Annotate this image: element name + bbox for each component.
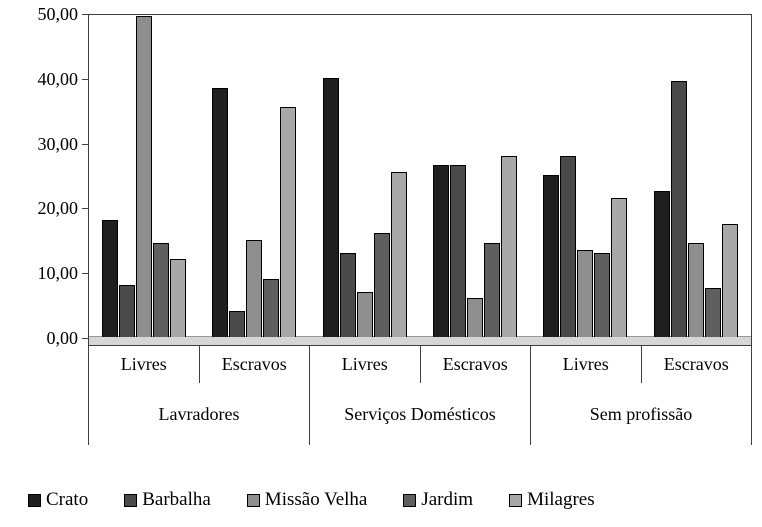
legend-item-crato: Crato <box>28 489 88 511</box>
y-tick-label-2: 30,00 <box>37 133 79 154</box>
bar-missão-velha <box>577 250 594 337</box>
subgroup-label-2: Livres <box>310 346 421 383</box>
bar-barbalha <box>229 311 246 337</box>
bar-jardim <box>153 243 170 337</box>
group-label-1: Serviços Domésticos <box>310 383 531 445</box>
legend-item-milagres: Milagres <box>509 489 595 511</box>
bar-missão-velha <box>687 243 704 337</box>
bar-milagres <box>501 156 518 337</box>
plot-floor <box>89 336 751 345</box>
legend-item-missão-velha: Missão Velha <box>246 489 368 511</box>
y-tick-mark-1 <box>82 78 88 80</box>
subgroup-label-3: Escravos <box>421 346 531 383</box>
y-tick-mark-4 <box>82 273 88 275</box>
bar-barbalha <box>339 253 356 337</box>
y-tick-label-0: 50,00 <box>37 4 79 24</box>
bar-jardim <box>373 233 390 337</box>
bar-milagres <box>170 259 187 337</box>
bar-jardim <box>484 243 501 337</box>
bar-barbalha <box>119 285 136 337</box>
bar-missão-velha <box>467 298 484 337</box>
group-axis: Lavradores Serviços Domésticos Sem profiss… <box>88 383 752 445</box>
legend-label: Barbalha <box>142 489 211 510</box>
y-tick-mark-2 <box>82 143 88 145</box>
y-tick-mark-5 <box>82 338 88 339</box>
bar-milagres <box>280 107 297 337</box>
y-tick-label-1: 40,00 <box>37 68 79 89</box>
bar-missão-velha <box>136 16 153 337</box>
legend-item-barbalha: Barbalha <box>124 489 211 511</box>
legend-swatch-icon <box>246 493 260 507</box>
bar-missão-velha <box>246 240 263 337</box>
bar-group-3 <box>420 15 530 337</box>
subgroup-label-5: Escravos <box>642 346 752 383</box>
y-tick-label-5: 0,00 <box>46 328 79 348</box>
bar-barbalha <box>560 156 577 337</box>
legend-swatch-icon <box>403 493 417 507</box>
group-label-2: Sem profissão <box>531 383 752 445</box>
legend-item-jardim: Jardim <box>403 489 473 511</box>
legend: Crato Barbalha Missão Velha Jardim Milagres <box>28 489 595 511</box>
bar-group-1 <box>199 15 309 337</box>
bar-groups <box>89 15 751 337</box>
subgroup-label-1: Escravos <box>200 346 310 383</box>
bar-group-4 <box>530 15 640 337</box>
group-label-0: Lavradores <box>89 383 310 445</box>
bar-crato <box>322 78 339 337</box>
subgroup-label-4: Livres <box>531 346 642 383</box>
bar-group-2 <box>310 15 420 337</box>
legend-label: Milagres <box>527 489 595 510</box>
bar-jardim <box>263 279 280 337</box>
bar-barbalha <box>450 165 467 337</box>
legend-label: Missão Velha <box>264 489 368 510</box>
bar-milagres <box>611 198 628 337</box>
bar-crato <box>653 191 670 337</box>
legend-swatch-icon <box>28 493 41 507</box>
subgroup-label-0: Livres <box>89 346 200 383</box>
bar-group-5 <box>641 15 751 337</box>
bar-crato <box>433 165 450 337</box>
y-tick-label-3: 20,00 <box>37 198 79 219</box>
legend-label: Crato <box>46 489 89 510</box>
bar-crato <box>212 88 229 337</box>
bar-jardim <box>594 253 611 337</box>
subgroup-axis: Livres Escravos Livres Escravos Livres Escrav… <box>88 346 752 383</box>
legend-swatch-icon <box>124 493 138 507</box>
bar-group-0 <box>89 15 199 337</box>
bar-jardim <box>704 288 721 337</box>
y-tick-mark-0 <box>82 14 88 15</box>
bar-missão-velha <box>356 292 373 337</box>
plot-area <box>88 14 752 346</box>
bar-crato <box>102 220 119 337</box>
bar-crato <box>543 175 560 337</box>
legend-swatch-icon <box>509 493 523 507</box>
bar-barbalha <box>670 81 687 337</box>
y-tick-mark-3 <box>82 208 88 210</box>
y-tick-label-4: 10,00 <box>37 263 79 284</box>
bar-milagres <box>390 172 407 337</box>
bar-milagres <box>721 224 738 337</box>
legend-label: Jardim <box>421 489 474 510</box>
